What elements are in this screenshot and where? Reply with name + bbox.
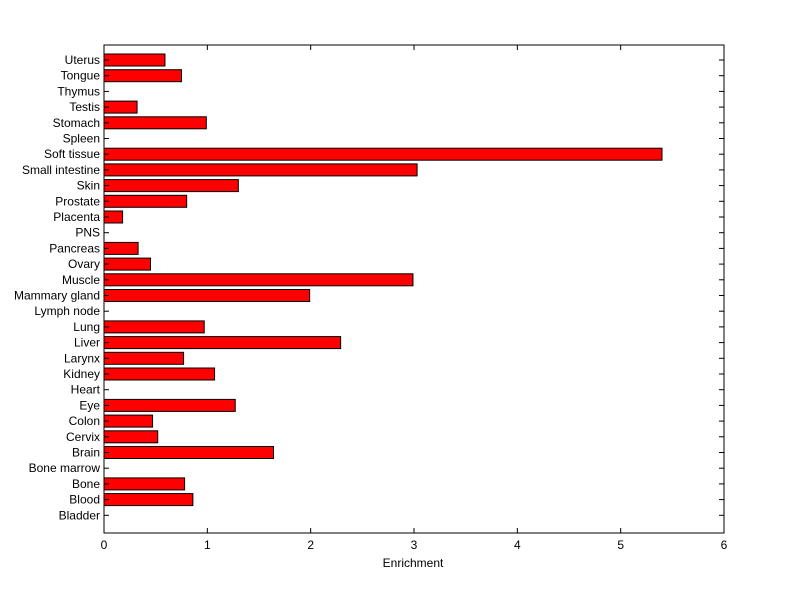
bar-lung [103, 320, 205, 334]
y-tick-label-muscle: Muscle [62, 273, 100, 287]
plot-frame [103, 44, 725, 534]
x-tick-labels: 0 1 2 3 4 5 6 [101, 538, 728, 552]
y-tick-label-larynx: Larynx [64, 351, 100, 365]
bar-stomach [103, 116, 207, 130]
bar-small-intestine [103, 163, 418, 177]
y-tick-label-lung: Lung [73, 320, 100, 334]
bar-muscle [103, 273, 414, 287]
bar-colon [103, 414, 154, 428]
x-tick-label-1: 1 [204, 538, 211, 552]
bar-liver [103, 336, 342, 350]
bar-pancreas [103, 241, 139, 255]
y-tick-label-skin: Skin [77, 179, 100, 193]
y-tick-label-brain: Brain [72, 446, 100, 460]
y-tick-label-tongue: Tongue [61, 69, 101, 83]
bar-brain [103, 446, 274, 459]
y-tick-label-cervix: Cervix [66, 430, 100, 444]
x-axis-label: Enrichment [383, 556, 444, 570]
bar-bone [103, 477, 186, 491]
y-tick-label-prostate: Prostate [55, 194, 100, 208]
bar-tongue [103, 69, 182, 83]
y-tick-label-pns: PNS [75, 226, 100, 240]
y-tick-label-stomach: Stomach [53, 116, 100, 130]
y-tick-label-liver: Liver [74, 336, 100, 350]
y-tick-label-colon: Colon [69, 414, 100, 428]
y-tick-label-placenta: Placenta [53, 210, 100, 224]
y-tick-label-kidney: Kidney [63, 367, 100, 381]
y-tick-label-pancreas: Pancreas [49, 241, 100, 255]
bar-larynx [103, 351, 185, 365]
y-tick-label-mammary-gland: Mammary gland [14, 289, 100, 303]
y-tick-label-eye: Eye [79, 398, 100, 412]
y-tick-label-bone: Bone [72, 477, 100, 491]
x-tick-label-3: 3 [411, 538, 418, 552]
bar-blood [103, 493, 194, 507]
y-tick-label-soft-tissue: Soft tissue [44, 147, 100, 161]
y-tick-label-uterus: Uterus [65, 53, 100, 67]
bar-kidney [103, 367, 216, 381]
bar-ovary [103, 257, 151, 271]
x-tick-label-0: 0 [101, 538, 108, 552]
y-tick-label-small-intestine: Small intestine [22, 163, 100, 177]
y-tick-label-thymus: Thymus [57, 84, 100, 98]
y-tick-label-blood: Blood [69, 493, 100, 507]
bar-eye [103, 398, 236, 412]
y-tick-label-bone-marrow: Bone marrow [29, 461, 101, 475]
y-tick-label-bladder: Bladder [59, 508, 100, 522]
ticks-layer [103, 45, 725, 533]
bar-mammary-gland [103, 289, 311, 302]
x-tick-label-5: 5 [617, 538, 624, 552]
bar-soft-tissue [103, 147, 663, 161]
y-tick-label-lymph-node: Lymph node [34, 304, 100, 318]
bar-uterus [103, 53, 166, 67]
y-tick-label-ovary: Ovary [68, 257, 100, 271]
bar-cervix [103, 430, 159, 444]
y-tick-label-spleen: Spleen [63, 132, 100, 146]
y-tick-label-heart: Heart [71, 383, 101, 397]
bar-skin [103, 179, 239, 193]
x-tick-label-2: 2 [307, 538, 314, 552]
x-tick-label-4: 4 [514, 538, 521, 552]
y-tick-label-testis: Testis [69, 100, 100, 114]
x-tick-label-6: 6 [721, 538, 728, 552]
bar-prostate [103, 194, 188, 208]
